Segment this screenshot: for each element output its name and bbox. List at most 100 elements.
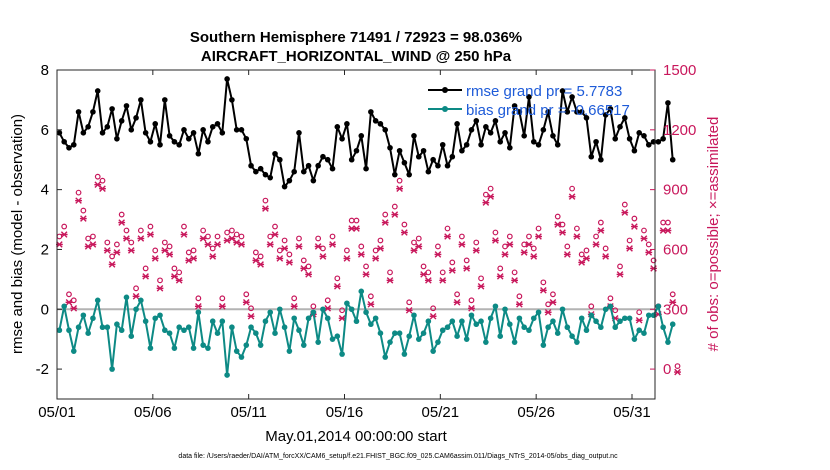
rmse-point <box>617 124 623 130</box>
rmse-point <box>291 168 297 175</box>
obs-possible-marker <box>593 233 599 240</box>
x-tick-label: 05/21 <box>422 404 460 421</box>
bias-point <box>554 330 561 337</box>
bias-point <box>641 330 647 337</box>
obs-assimilated-marker <box>487 193 495 200</box>
obs-assimilated-marker <box>492 237 499 244</box>
rmse-point <box>368 109 374 115</box>
rmse-point <box>344 121 350 127</box>
bias-point <box>90 315 96 322</box>
obs-assimilated-marker <box>415 243 423 250</box>
obs-assimilated-marker <box>506 241 514 248</box>
rmse-point <box>415 153 422 160</box>
rmse-point <box>502 130 508 136</box>
obs-assimilated-marker <box>156 285 164 292</box>
rmse-point <box>583 115 590 121</box>
obs-assimilated-marker <box>674 368 681 376</box>
bias-point <box>257 342 264 348</box>
rmse-point <box>425 168 432 175</box>
rmse-point <box>262 171 269 178</box>
bias-point <box>281 324 288 331</box>
rmse-point <box>61 138 67 145</box>
bias-point <box>382 354 389 360</box>
bias-point <box>645 312 652 319</box>
obs-assimilated-marker <box>544 308 552 316</box>
obs-possible-marker <box>85 235 92 242</box>
rmse-point <box>411 133 417 139</box>
obs-assimilated-marker <box>616 271 624 278</box>
obs-possible-marker <box>439 269 446 276</box>
obs-possible-marker <box>367 293 374 300</box>
obs-assimilated-marker <box>386 277 394 284</box>
rmse-point <box>162 97 168 103</box>
obs-possible-marker <box>660 219 667 226</box>
y-tick-label: 6 <box>41 122 49 139</box>
obs-possible-marker <box>564 243 571 250</box>
bias-point <box>502 306 508 313</box>
obs-assimilated-marker <box>281 245 289 252</box>
rmse-point <box>329 165 336 172</box>
obs-possible-marker <box>147 223 154 230</box>
rmse-point <box>267 174 274 181</box>
obs-assimilated-marker <box>621 209 629 216</box>
obs-possible-marker <box>66 291 72 298</box>
rmse-point <box>224 76 230 82</box>
y-axis-label: rmse and bias (model - observation) <box>9 114 26 354</box>
x-axis: 05/01 05/06 05/11 05/16 05/21 05/26 05/31 <box>38 70 651 421</box>
obs-assimilated-marker <box>405 306 413 314</box>
obs-assimilated-marker <box>194 302 202 310</box>
x-tick-label: 05/16 <box>326 404 364 421</box>
bias-point <box>425 318 432 325</box>
rmse-point <box>631 147 638 154</box>
bias-point <box>602 306 609 313</box>
rmse-series-layer <box>56 76 676 190</box>
rmse-point <box>554 141 561 148</box>
rmse-point <box>363 165 369 172</box>
obs-possible-marker <box>420 263 427 270</box>
obs-possible-marker <box>626 237 633 244</box>
bias-point <box>123 294 130 301</box>
rmse-point <box>296 130 302 136</box>
obs-possible-marker <box>454 291 461 298</box>
bias-point <box>415 336 422 342</box>
rmse-point <box>315 162 321 169</box>
obs-assimilated-marker <box>429 312 437 320</box>
bias-point <box>200 342 206 348</box>
bias-point <box>334 333 341 339</box>
obs-assimilated-marker <box>472 247 480 254</box>
rmse-point <box>435 162 441 169</box>
bias-point <box>454 333 460 339</box>
bias-point <box>444 324 451 331</box>
rmse-point <box>66 144 72 151</box>
obs-possible-marker <box>497 265 504 272</box>
obs-assimilated-marker <box>448 267 456 274</box>
obs-assimilated-marker <box>458 241 466 248</box>
rmse-point <box>109 106 115 112</box>
obs-possible-marker <box>286 251 293 258</box>
rmse-point <box>463 141 470 148</box>
obs-possible-marker <box>516 293 523 300</box>
obs-possible-marker <box>248 305 254 312</box>
obs-assimilated-marker <box>142 273 150 280</box>
bias-point <box>411 312 417 319</box>
bias-point <box>507 321 513 328</box>
bias-point <box>348 306 355 313</box>
obs-assimilated-marker <box>535 233 542 240</box>
bias-point <box>162 327 168 334</box>
bias-point <box>435 339 441 345</box>
rmse-point <box>569 94 575 100</box>
bias-point <box>300 342 307 348</box>
obs-assimilated-marker <box>329 241 336 248</box>
obs-assimilated-marker <box>295 243 303 250</box>
bias-point <box>185 324 192 331</box>
obs-assimilated-marker <box>530 253 538 260</box>
obs-possible-marker <box>641 227 647 234</box>
bias-point <box>118 327 125 334</box>
y-axis-right: 0 300 600 900 1200 1500 <box>650 62 696 378</box>
bias-point <box>392 330 398 337</box>
rmse-point <box>209 124 216 130</box>
rmse-point <box>286 177 293 184</box>
obs-possible-marker <box>478 275 484 282</box>
bias-point <box>296 327 302 334</box>
